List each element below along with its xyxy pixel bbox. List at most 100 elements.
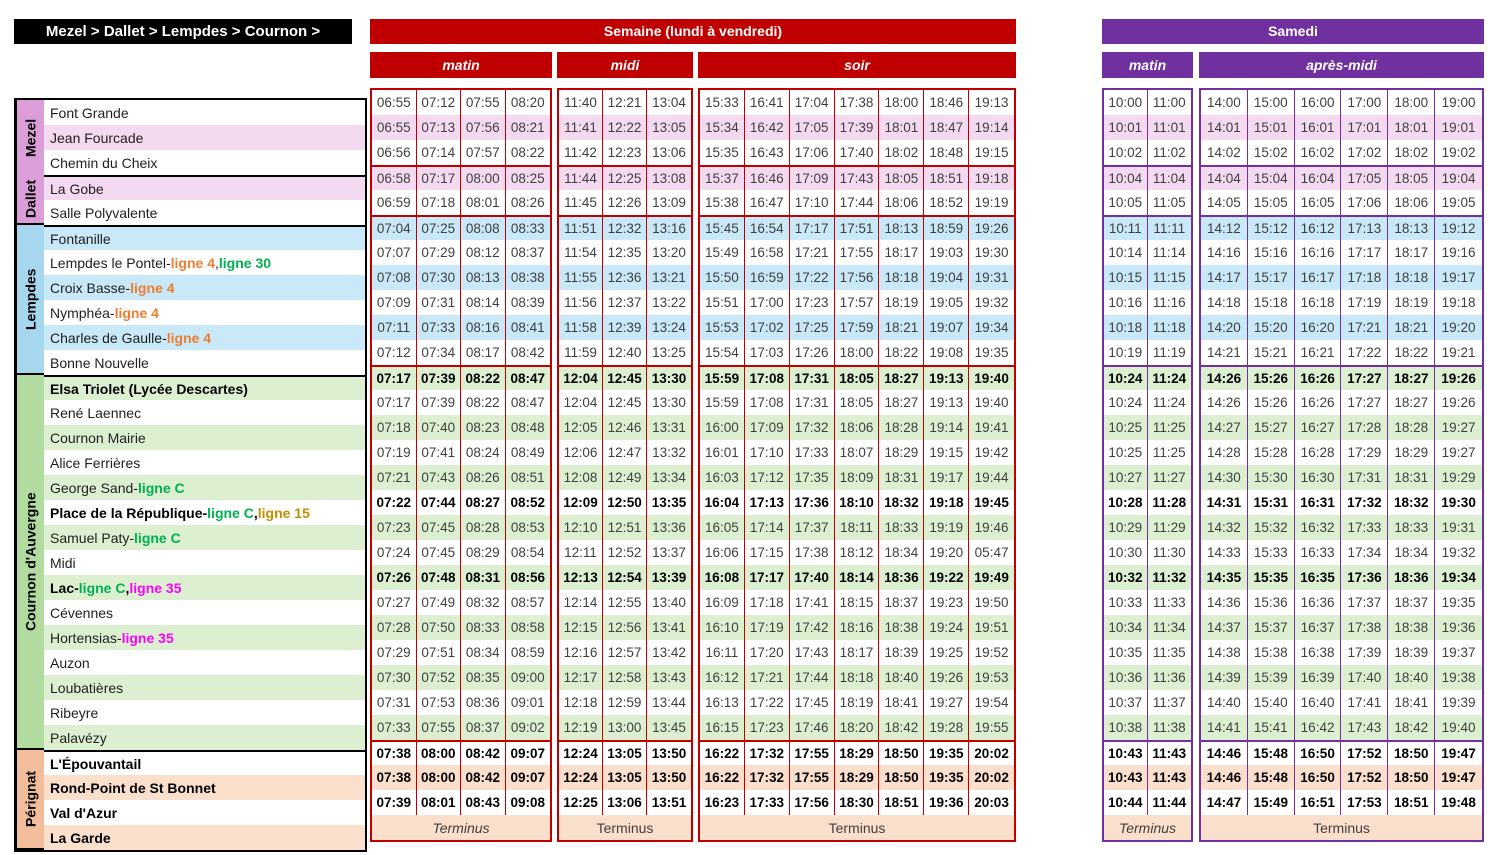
time-cell: 16:05	[1295, 190, 1342, 215]
time-cell: 12:10	[559, 515, 603, 540]
time-cell: 13:50	[647, 740, 691, 765]
time-cell: 16:17	[1294, 265, 1342, 290]
time-cell: 08:22	[461, 365, 506, 390]
ligne-badge-ligne-4: ligne 4	[114, 304, 159, 321]
time-cell: 18:37	[1388, 590, 1436, 615]
stop-name: Fontanille	[44, 225, 365, 250]
time-cell: 07:30	[416, 265, 461, 290]
time-cell: 14:39	[1201, 665, 1248, 690]
time-cell: 18:09	[834, 465, 880, 490]
time-cell: 17:19	[1341, 290, 1389, 315]
time-cell: 17:28	[1341, 415, 1389, 440]
time-cell: 12:04	[559, 390, 603, 415]
time-cell: 18:05	[834, 365, 880, 390]
time-cell: 07:08	[372, 265, 417, 290]
time-cell: 07:17	[372, 365, 417, 390]
time-cell: 13:32	[652, 445, 686, 460]
time-cell: 07:29	[417, 240, 461, 265]
time-cell: 17:55	[835, 240, 880, 265]
time-cell: 12:32	[603, 215, 647, 240]
time-cell: 12:24	[559, 765, 603, 790]
time-cell: 11:40	[559, 90, 603, 115]
time-cell: 12:57	[603, 640, 647, 665]
stop-name: Palavézy	[44, 725, 365, 750]
time-cell: 11:55	[559, 265, 603, 290]
time-cell: 07:48	[416, 565, 461, 590]
time-cell: 16:36	[1295, 590, 1342, 615]
time-cell: 13:34	[647, 465, 691, 490]
time-cell: 17:17	[744, 565, 790, 590]
time-cell: 17:26	[790, 340, 835, 365]
time-cell: 14:20	[1201, 315, 1248, 340]
time-cell: 14:00	[1201, 90, 1248, 115]
time-cell: 12:25	[603, 165, 647, 190]
time-cell: 16:50	[1294, 765, 1342, 790]
time-cell: 13:50	[647, 765, 691, 790]
time-cell: 13:40	[652, 595, 686, 610]
time-cell: 08:00	[461, 165, 506, 190]
time-cell: 07:11	[372, 315, 417, 340]
time-cell: 11:32	[1147, 565, 1191, 590]
time-cell: 16:20	[1294, 315, 1342, 340]
time-cell: 15:54	[700, 340, 745, 365]
time-cell: 08:51	[505, 465, 550, 490]
time-cell: 15:49	[1248, 790, 1295, 815]
stop-name: Val d'Azur	[50, 804, 118, 821]
time-cell: 16:54	[744, 215, 790, 240]
time-cell: 13:04	[652, 95, 686, 110]
time-cell: 15:00	[1248, 90, 1295, 115]
time-cell: 13:06	[652, 145, 686, 160]
time-cell: 07:22	[372, 490, 417, 515]
time-cell: 17:55	[789, 740, 835, 765]
time-cell: 12:13	[559, 565, 603, 590]
time-cell: 19:26	[1441, 395, 1476, 410]
weekday-section: Semaine (lundi à vendredi) matin 06:55 07:…	[370, 19, 1016, 842]
time-cell: 10:25	[1104, 415, 1148, 440]
time-cell: 10:43	[1104, 740, 1148, 765]
period-header-soir: soir	[698, 52, 1016, 78]
time-cell: 12:15	[559, 615, 603, 640]
time-cell: 19:16	[1441, 245, 1476, 260]
stop-name: Alice Ferrières	[50, 454, 141, 471]
time-cell: 18:42	[1388, 715, 1436, 740]
time-cell: 12:49	[603, 465, 647, 490]
time-cell: 17:57	[835, 290, 880, 315]
time-cell: 16:11	[700, 640, 745, 665]
time-cell: 14:35	[1201, 565, 1248, 590]
time-cell: 17:32	[1341, 490, 1389, 515]
time-cell: 14:04	[1201, 165, 1248, 190]
time-cell: 15:53	[700, 315, 745, 340]
time-cell: 17:40	[835, 140, 880, 165]
time-cell: 17:12	[744, 465, 790, 490]
time-cell: 18:31	[1388, 465, 1436, 490]
time-cell: 11:37	[1152, 695, 1186, 710]
time-cell: 08:39	[510, 295, 545, 310]
time-cell: 19:14	[924, 415, 970, 440]
time-cell: 18:37	[879, 590, 925, 615]
time-cell: 07:55	[461, 90, 506, 115]
time-cell: 19:36	[924, 790, 970, 815]
time-cell: 18:06	[1388, 190, 1436, 215]
time-cell: 08:43	[461, 790, 506, 815]
time-cell: 08:53	[505, 515, 550, 540]
time-cell: 18:05	[879, 165, 925, 190]
time-cell: 08:37	[461, 715, 506, 740]
time-cell: 08:22	[461, 390, 506, 415]
time-cell: 19:04	[924, 265, 970, 290]
stop-name: Font Grande	[50, 104, 129, 121]
time-cell: 19:51	[969, 615, 1014, 640]
time-cell: 16:12	[1294, 215, 1342, 240]
time-cell: 18:00	[1388, 90, 1436, 115]
time-cell: 17:34	[1341, 540, 1389, 565]
time-cell: 08:42	[461, 740, 506, 765]
time-cell: 16:23	[700, 790, 745, 815]
stop-name: Ribeyre	[50, 704, 99, 721]
time-cell: 17:18	[745, 590, 790, 615]
time-table-midi: 11:40 12:21 13:04 11:41 12:22 13:05 11:42 12:23…	[557, 88, 693, 842]
time-cell: 15:12	[1247, 215, 1295, 240]
time-cell: 12:05	[559, 415, 603, 440]
time-cell: 16:18	[1295, 290, 1342, 315]
time-cell: 16:43	[745, 140, 790, 165]
time-cell: 18:59	[924, 215, 970, 240]
time-cell: 07:14	[417, 140, 461, 165]
